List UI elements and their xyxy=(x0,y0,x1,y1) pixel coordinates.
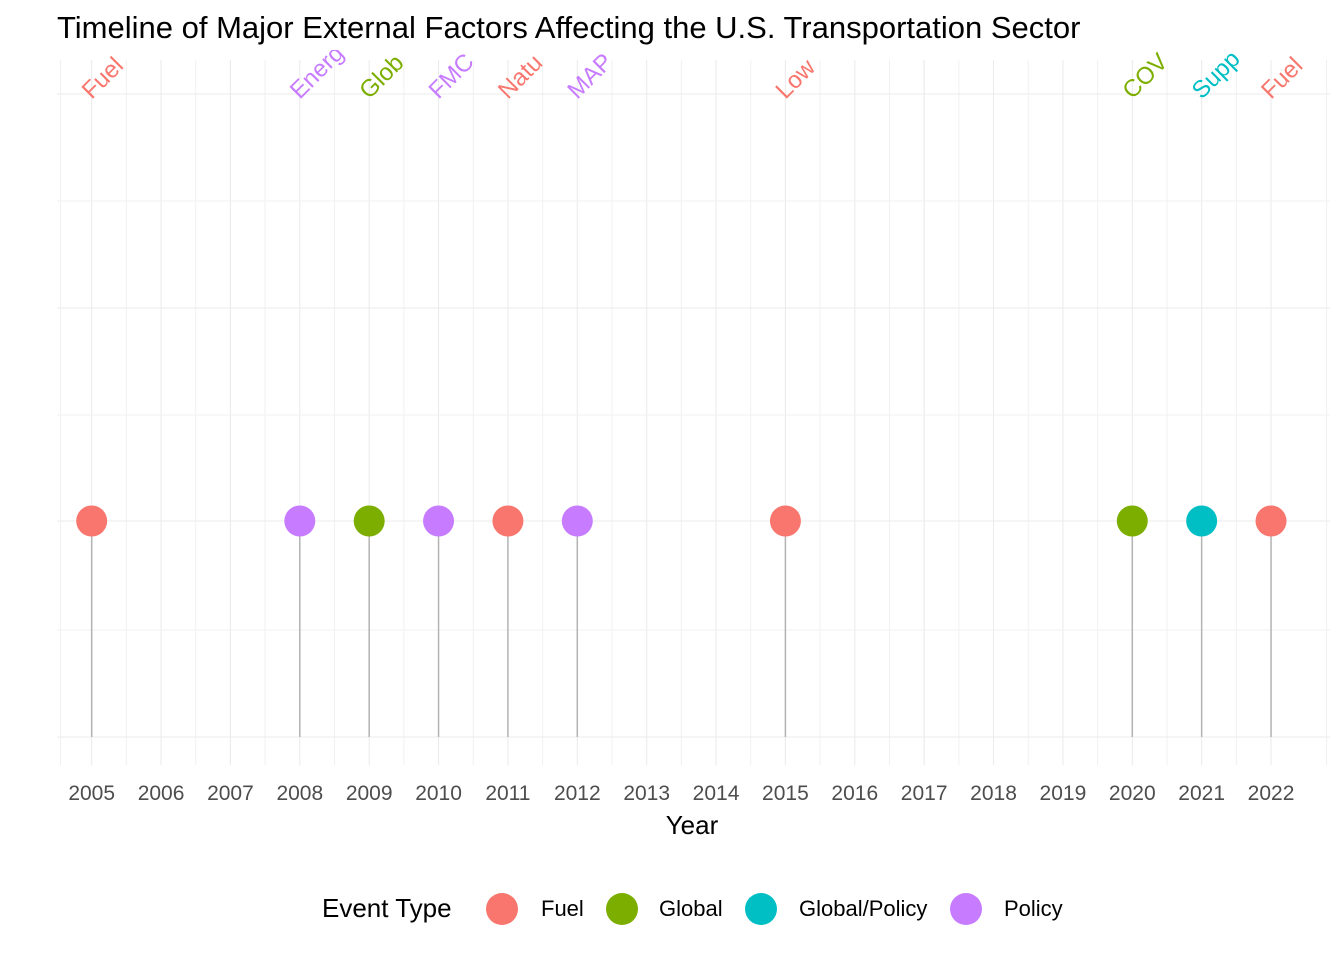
event-label: Low xyxy=(771,54,822,105)
legend-title: Event Type xyxy=(322,893,452,923)
event-label: Glob xyxy=(354,49,409,104)
event-label: Fuel xyxy=(1256,52,1308,104)
x-tick-label: 2007 xyxy=(207,782,254,805)
x-tick-label: 2019 xyxy=(1040,782,1087,805)
event-point xyxy=(1186,505,1218,537)
event-point xyxy=(769,505,801,537)
x-tick-label: 2005 xyxy=(68,782,115,805)
legend-label: Fuel xyxy=(541,896,584,921)
x-tick-label: 2006 xyxy=(138,782,185,805)
event-stems xyxy=(90,521,1272,737)
event-label: COV xyxy=(1117,48,1173,104)
x-tick-label: 2016 xyxy=(831,782,878,805)
event-label: Fuel xyxy=(77,52,129,104)
x-tick-label: 2022 xyxy=(1248,782,1295,805)
event-points xyxy=(76,505,1287,537)
event-point xyxy=(284,505,316,537)
event-point xyxy=(76,505,108,537)
legend-label: Global/Policy xyxy=(799,896,928,921)
grid-lines xyxy=(57,60,1330,765)
x-tick-label: 2013 xyxy=(623,782,670,805)
event-label: MAP xyxy=(562,48,618,104)
event-label: Energ xyxy=(285,40,349,104)
event-label: Natu xyxy=(493,49,548,104)
event-point xyxy=(1255,505,1287,537)
event-labels: Fuel Energ Glob FMC Natu MAP Low COV Supp Fuel xyxy=(77,40,1308,105)
x-tick-labels: 2005 2006 2007 2008 2009 2010 2011 2012 2013 2014… xyxy=(68,782,1294,805)
x-tick-label: 2009 xyxy=(346,782,393,805)
x-tick-label: 2020 xyxy=(1109,782,1156,805)
legend-key xyxy=(950,893,982,925)
x-tick-label: 2008 xyxy=(276,782,323,805)
event-point xyxy=(353,505,385,537)
event-label: FMC xyxy=(424,48,480,104)
legend-label: Global xyxy=(659,896,723,921)
x-tick-label: 2018 xyxy=(970,782,1017,805)
legend-label: Policy xyxy=(1004,896,1063,921)
event-point xyxy=(423,505,455,537)
x-axis-title: Year xyxy=(666,810,719,840)
x-tick-label: 2021 xyxy=(1178,782,1225,805)
legend-key xyxy=(486,893,518,925)
event-point xyxy=(492,505,524,537)
x-tick-label: 2014 xyxy=(693,782,740,805)
chart-title: Timeline of Major External Factors Affec… xyxy=(57,10,1081,45)
event-point xyxy=(1116,505,1148,537)
legend-key xyxy=(606,893,638,925)
event-point xyxy=(561,505,593,537)
x-tick-label: 2011 xyxy=(485,782,530,805)
x-tick-label: 2012 xyxy=(554,782,601,805)
x-tick-label: 2015 xyxy=(762,782,809,805)
legend-key xyxy=(745,893,777,925)
x-tick-label: 2017 xyxy=(901,782,948,805)
x-tick-label: 2010 xyxy=(415,782,462,805)
legend: Event Type Fuel Global Global/Policy Policy xyxy=(0,890,1344,930)
